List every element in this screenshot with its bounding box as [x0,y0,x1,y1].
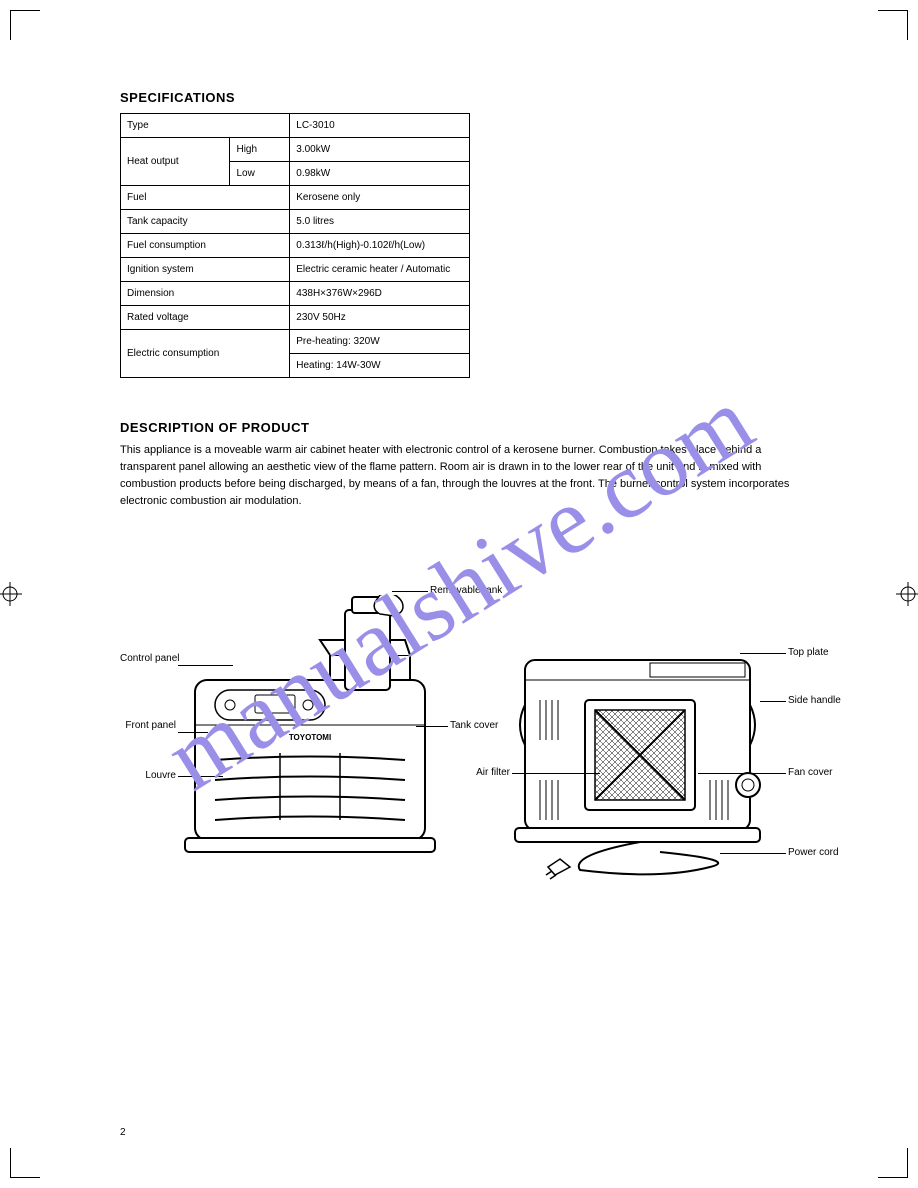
label-power-cord: Power cord [788,847,839,858]
heater-rear-icon [510,645,770,885]
spec-cell: Fuel consumption [121,234,290,258]
label-removable-tank: Removable tank [430,585,502,596]
product-figure: TOYOTOMI [120,535,820,915]
label-top-plate: Top plate [788,647,829,658]
spec-cell: Fuel [121,186,290,210]
table-row: Fuel Kerosene only [121,186,470,210]
table-row: Ignition system Electric ceramic heater … [121,258,470,282]
crop-mark [10,10,40,40]
desc-title: DESCRIPTION OF PRODUCT [120,418,820,438]
label-air-filter: Air filter [460,767,510,778]
crop-mark [878,1148,908,1178]
spec-cell: Dimension [121,282,290,306]
spec-cell: 230V 50Hz [290,306,470,330]
spec-cell: 5.0 litres [290,210,470,234]
spec-cell: Heat output [121,138,230,186]
label-front-panel: Front panel [120,720,176,731]
page-number: 2 [120,1127,126,1138]
spec-cell: Type [121,114,290,138]
crop-mark [10,1148,40,1178]
spec-cell: 0.313ℓ/h(High)-0.102ℓ/h(Low) [290,234,470,258]
spec-cell: High [230,138,290,162]
spec-cell: Rated voltage [121,306,290,330]
table-row: Rated voltage 230V 50Hz [121,306,470,330]
table-row: Electric consumption Pre-heating: 320W [121,330,470,354]
table-row: Tank capacity 5.0 litres [121,210,470,234]
label-fan-cover: Fan cover [788,767,832,778]
label-louvre: Louvre [120,770,176,781]
spec-cell: Ignition system [121,258,290,282]
registration-mark-icon [896,582,918,606]
crop-mark [878,10,908,40]
label-tank-cover: Tank cover [450,720,498,731]
spec-cell: 0.98kW [290,162,470,186]
heater-front-icon: TOYOTOMI [180,595,440,865]
registration-mark-icon [0,582,22,606]
desc-body: This appliance is a moveable warm air ca… [120,442,820,510]
spec-cell: Kerosene only [290,186,470,210]
description-block: DESCRIPTION OF PRODUCT This appliance is… [120,418,820,510]
spec-cell: 3.00kW [290,138,470,162]
spec-table: Type LC-3010 Heat output High 3.00kW Low… [120,113,470,378]
spec-cell: Pre-heating: 320W [290,330,470,354]
spec-title: SPECIFICATIONS [120,90,828,105]
brand-text: TOYOTOMI [289,733,331,742]
spec-cell: Electric consumption [121,330,290,378]
table-row: Dimension 438H×376W×296D [121,282,470,306]
table-row: Fuel consumption 0.313ℓ/h(High)-0.102ℓ/h… [121,234,470,258]
label-control-panel: Control panel [120,653,176,664]
spec-cell: Heating: 14W-30W [290,354,470,378]
spec-cell: Electric ceramic heater / Automatic [290,258,470,282]
label-side-handle: Side handle [788,695,841,706]
spec-cell: 438H×376W×296D [290,282,470,306]
spec-cell: LC-3010 [290,114,470,138]
spec-cell: Low [230,162,290,186]
table-row: Heat output High 3.00kW [121,138,470,162]
spec-cell: Tank capacity [121,210,290,234]
page-root: SPECIFICATIONS Type LC-3010 Heat output … [0,0,918,1188]
table-row: Type LC-3010 [121,114,470,138]
